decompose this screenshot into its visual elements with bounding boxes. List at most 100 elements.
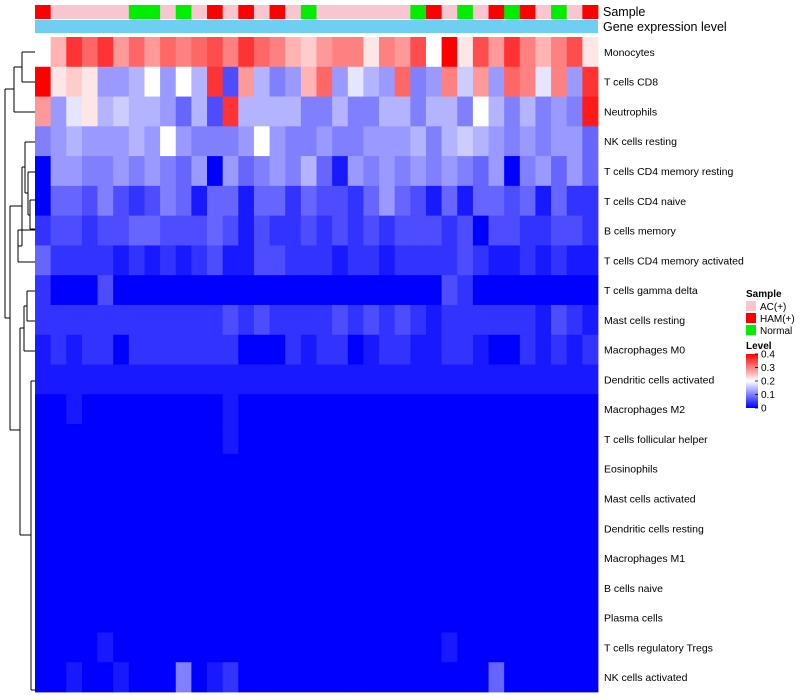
heatmap-cell-r12-c15	[269, 394, 286, 425]
heatmap-cell-r14-c14	[253, 453, 270, 484]
heatmap-cell-r8-c31	[519, 275, 536, 306]
heatmap-cell-r18-c18	[316, 572, 333, 604]
heatmap-cell-r15-c22	[379, 483, 396, 514]
heatmap-cell-r14-c7	[144, 453, 161, 484]
heatmap-cell-r21-c25	[425, 662, 443, 693]
heatmap-cell-r1-c30	[504, 66, 521, 97]
heatmap-cell-r5-c20	[347, 185, 364, 217]
heatmap-cell-r18-c21	[363, 572, 380, 604]
heatmap-cell-r5-c13	[238, 185, 255, 217]
heatmap-cell-r5-c35	[582, 185, 599, 217]
heatmap-cell-r8-c34	[566, 275, 583, 306]
heatmap-cell-r8-c18	[316, 275, 333, 306]
heatmap-cell-r15-c8	[160, 483, 177, 514]
heatmap-cell-r20-c21	[363, 632, 380, 663]
heatmap-cell-r9-c25	[425, 304, 443, 336]
heatmap-cell-r5-c33	[551, 185, 568, 217]
heatmap-cell-r16-c4	[97, 513, 114, 544]
heatmap-cell-r16-c20	[347, 513, 364, 544]
heatmap-cell-r21-c34	[566, 662, 583, 693]
heatmap-cell-r17-c30	[504, 543, 521, 574]
heatmap-cell-r8-c20	[347, 275, 364, 306]
heatmap-cell-r13-c6	[128, 424, 145, 455]
heatmap-cell-r13-c15	[269, 424, 286, 455]
heatmap-cell-r17-c11	[207, 543, 224, 574]
heatmap-cell-r4-c4	[97, 156, 114, 187]
heatmap-cell-r10-c31	[519, 334, 536, 365]
heatmap-cell-r17-c4	[97, 543, 114, 574]
heatmap-cell-r17-c24	[410, 543, 427, 574]
heatmap-cell-r11-c18	[316, 364, 333, 395]
heatmap-cell-r16-c13	[238, 513, 255, 544]
heatmap-cell-r7-c21	[363, 245, 380, 276]
heatmap-cell-r18-c23	[394, 572, 411, 604]
heatmap-cell-r12-c2	[66, 394, 83, 425]
heatmap-cell-r7-c13	[238, 245, 255, 276]
heatmap-cell-r16-c28	[472, 513, 489, 544]
heatmap-cell-r13-c19	[332, 424, 349, 455]
heatmap-cell-r20-c6	[128, 632, 145, 663]
heatmap-cell-r12-c25	[425, 394, 443, 425]
heatmap-cell-r1-c21	[363, 66, 380, 97]
heatmap-cell-r13-c16	[285, 424, 302, 455]
heatmap-cell-r20-c12	[222, 632, 239, 663]
heatmap-cell-r0-c11	[207, 37, 224, 68]
heatmap-cell-r0-c33	[551, 37, 568, 68]
heatmap-cell-r15-c6	[128, 483, 145, 514]
heatmap-cell-r19-c32	[535, 602, 552, 633]
heatmap-cell-r21-c6	[128, 662, 145, 693]
heatmap-cell-r9-c15	[269, 304, 286, 336]
heatmap-cell-r10-c26	[441, 334, 458, 365]
row-labels: Monocytes T cells CD8 Neutrophils NK cells …	[604, 47, 744, 684]
heatmap-cell-r20-c30	[504, 632, 521, 663]
level-ticks: 0.4 0.3 0.2 0.1 0	[755, 350, 775, 415]
heatmap-cell-r7-c19	[332, 245, 349, 276]
heatmap-cell-r5-c3	[81, 185, 98, 217]
heatmap-cell-r17-c13	[238, 543, 255, 574]
heatmap-cell-r6-c35	[582, 215, 599, 246]
heatmap-cell-r18-c13	[238, 572, 255, 604]
heatmap-cell-r8-c11	[207, 275, 224, 306]
heatmap-cell-r2-c1	[50, 96, 67, 127]
heatmap-cell-r16-c24	[410, 513, 427, 544]
heatmap-cell-r0-c3	[81, 37, 98, 68]
heatmap-cell-r0-c25	[425, 37, 443, 68]
heatmap-cell-r13-c17	[300, 424, 317, 455]
heatmap-cell-r16-c17	[300, 513, 317, 544]
heatmap-cell-r7-c25	[425, 245, 443, 276]
sample-annotation-track	[35, 5, 599, 19]
heatmap-cell-r18-c22	[379, 572, 396, 604]
heatmap-cell-r1-c3	[81, 66, 98, 97]
heatmap-cell-r5-c9	[175, 185, 192, 217]
heatmap-cell-r2-c18	[316, 96, 333, 127]
heatmap-cell-r6-c28	[472, 215, 489, 246]
heatmap-cell-r0-c19	[332, 37, 349, 68]
heatmap-cell-r11-c5	[113, 364, 130, 395]
heatmap-cell-r18-c32	[535, 572, 552, 604]
heatmap-cell-r10-c18	[316, 334, 333, 365]
heatmap-cell-r10-c34	[566, 334, 583, 365]
heatmap-cell-r15-c33	[551, 483, 568, 514]
heatmap-cell-r11-c3	[81, 364, 98, 395]
heatmap-cell-r6-c14	[253, 215, 270, 246]
heatmap-cell-r16-c12	[222, 513, 239, 544]
heatmap-cell-r11-c4	[97, 364, 114, 395]
heatmap-cell-r6-c8	[160, 215, 177, 246]
heatmap-cell-r5-c31	[519, 185, 536, 217]
heatmap-cell-r6-c27	[457, 215, 474, 246]
heatmap-cell-r8-c0	[35, 275, 52, 306]
heatmap-cell-r17-c28	[472, 543, 489, 574]
heatmap-cell-r7-c0	[35, 245, 52, 276]
gene-expression-level-track-label: Gene expression level	[603, 20, 727, 34]
heatmap-cell-r0-c8	[160, 37, 177, 68]
heatmap-cell-r17-c1	[50, 543, 67, 574]
heatmap-cell-r4-c35	[582, 156, 599, 187]
heatmap-cell-r2-c11	[207, 96, 224, 127]
heatmap-cell-r4-c9	[175, 156, 192, 187]
heatmap-cell-r12-c24	[410, 394, 427, 425]
heatmap-cell-r9-c30	[504, 304, 521, 336]
heatmap-cell-r13-c3	[81, 424, 98, 455]
heatmap-cell-r16-c2	[66, 513, 83, 544]
heatmap-cell-r5-c23	[394, 185, 411, 217]
heatmap-cell-r4-c25	[425, 156, 443, 187]
